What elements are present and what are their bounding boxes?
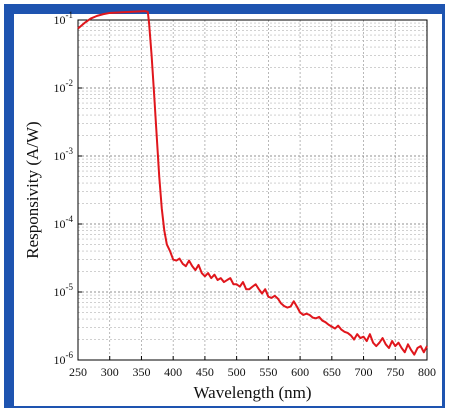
y-tick-label: 10-2 bbox=[54, 78, 74, 95]
x-tick-label: 700 bbox=[355, 365, 373, 379]
plot-area bbox=[77, 19, 428, 361]
x-tick-label: 300 bbox=[101, 365, 119, 379]
x-tick-label: 550 bbox=[259, 365, 277, 379]
x-tick-label: 500 bbox=[228, 365, 246, 379]
x-tick-label: 600 bbox=[291, 365, 309, 379]
y-tick-label: 10-1 bbox=[54, 10, 74, 27]
x-tick-label: 400 bbox=[164, 365, 182, 379]
x-tick-label: 350 bbox=[132, 365, 150, 379]
y-axis-title: Responsivity (A/W) bbox=[23, 121, 42, 258]
y-tick-label: 10-4 bbox=[54, 214, 74, 231]
y-tick-label: 10-6 bbox=[54, 350, 74, 367]
x-axis-ticks: 250 300 350 400 450 500 550 600 650 700 750 800 bbox=[69, 356, 436, 379]
x-tick-label: 750 bbox=[386, 365, 404, 379]
x-tick-label: 250 bbox=[69, 365, 87, 379]
x-tick-label: 650 bbox=[323, 365, 341, 379]
y-axis-ticks: 10-1 10-2 10-3 10-4 10-5 10-6 bbox=[54, 10, 82, 367]
series-layer bbox=[77, 10, 428, 356]
responsivity-series-line bbox=[77, 10, 428, 356]
y-tick-label: 10-5 bbox=[54, 282, 74, 299]
x-tick-label: 450 bbox=[196, 365, 214, 379]
grid bbox=[77, 19, 428, 361]
x-tick-label: 800 bbox=[418, 365, 436, 379]
x-axis-title: Wavelength (nm) bbox=[193, 383, 311, 402]
y-tick-label: 10-3 bbox=[54, 146, 74, 163]
figure-panel bbox=[14, 14, 442, 406]
